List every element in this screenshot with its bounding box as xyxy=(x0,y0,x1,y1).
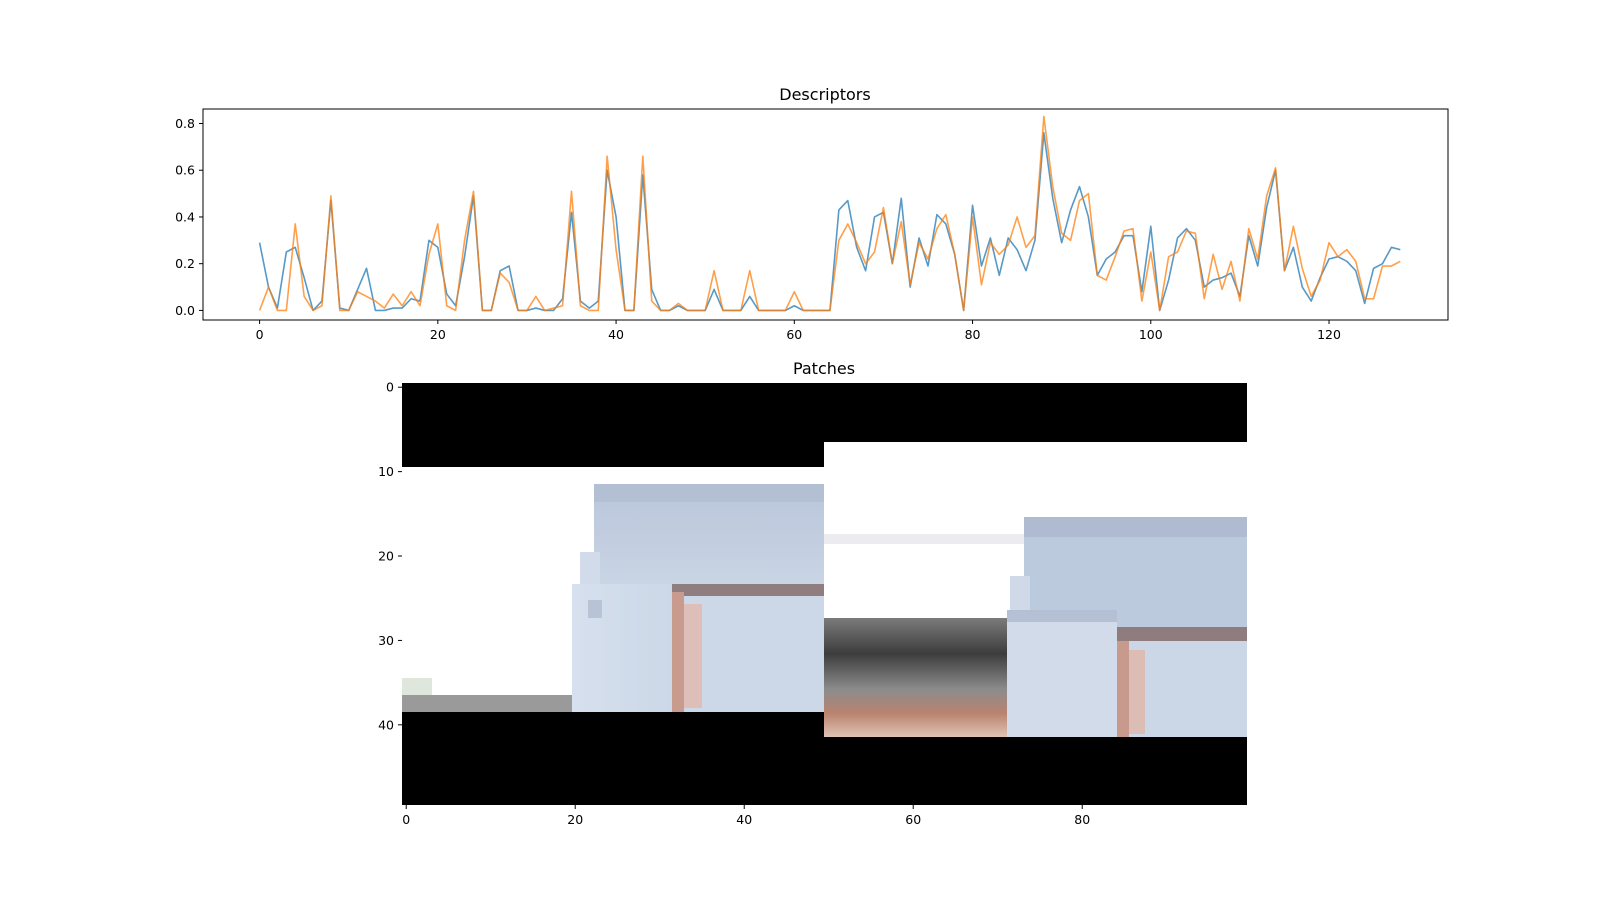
x-tick-label: 20 xyxy=(430,327,446,342)
descriptors-axes: Descriptors 0 20 40 60 80 100 120 0.0 0.2 0.4 0.6… xyxy=(175,85,1449,342)
y-tick-label: 0.0 xyxy=(175,303,195,318)
left-patch-ground xyxy=(402,695,572,712)
left-patch-wall xyxy=(572,584,672,712)
right-patch-roof-shade xyxy=(1024,517,1247,537)
x-tick-label: 100 xyxy=(1139,327,1163,342)
x-tick-label: 80 xyxy=(1074,812,1090,827)
y-tick-label: 0.6 xyxy=(175,163,195,178)
x-tick-label: 0 xyxy=(402,812,410,827)
patches-title: Patches xyxy=(793,359,855,378)
x-tick-label: 40 xyxy=(608,327,624,342)
patch-image xyxy=(402,383,1247,805)
left-patch-ground-light xyxy=(402,678,432,695)
left-patch xyxy=(402,467,824,712)
y-tick-label: 40 xyxy=(378,717,394,732)
x-tick-label: 120 xyxy=(1317,327,1341,342)
right-patch-wall-shade xyxy=(1007,610,1117,622)
y-tick-label: 0.2 xyxy=(175,256,195,271)
left-patch-wall-spot xyxy=(588,600,602,618)
right-patch-window-top xyxy=(1117,627,1247,641)
y-tick-label: 0.8 xyxy=(175,116,195,131)
descriptor-series-1-line xyxy=(258,132,1401,312)
right-patch-haze xyxy=(824,534,1024,544)
x-tick-label: 0 xyxy=(256,327,264,342)
left-patch-window-top xyxy=(672,584,824,596)
descriptor-series-2-line xyxy=(258,115,1401,312)
right-patch-window-frame xyxy=(1117,641,1129,737)
y-tick-label: 20 xyxy=(378,549,394,564)
left-patch-window-frame xyxy=(672,592,684,712)
patches-y-ticks: 0 10 20 30 40 xyxy=(378,380,402,732)
right-patch-roof-edge xyxy=(1010,576,1030,616)
x-tick-label: 60 xyxy=(786,327,802,342)
descriptors-plot-frame xyxy=(202,108,1449,321)
y-tick-label: 30 xyxy=(378,633,394,648)
right-patch xyxy=(824,442,1247,737)
left-patch-roof-edge xyxy=(580,552,600,592)
left-patch-roof-shade xyxy=(594,484,824,502)
patches-x-ticks: 0 20 40 60 80 xyxy=(402,805,1090,827)
descriptors-title: Descriptors xyxy=(779,85,870,104)
descriptor-series-group xyxy=(258,115,1401,312)
right-patch-dirt xyxy=(824,618,1007,737)
descriptors-y-ticks: 0.0 0.2 0.4 0.6 0.8 xyxy=(175,116,203,318)
y-tick-label: 0.4 xyxy=(175,209,195,224)
right-patch-window-glow xyxy=(1129,650,1145,734)
x-tick-label: 20 xyxy=(567,812,583,827)
patches-axes: Patches xyxy=(378,359,1247,827)
descriptors-x-ticks: 0 20 40 60 80 100 120 xyxy=(256,320,1341,342)
y-tick-label: 10 xyxy=(378,464,394,479)
x-tick-label: 60 xyxy=(905,812,921,827)
x-tick-label: 40 xyxy=(736,812,752,827)
left-patch-window-glow xyxy=(684,604,702,708)
y-tick-label: 0 xyxy=(386,380,394,395)
right-patch-wall xyxy=(1007,610,1117,737)
x-tick-label: 80 xyxy=(965,327,981,342)
